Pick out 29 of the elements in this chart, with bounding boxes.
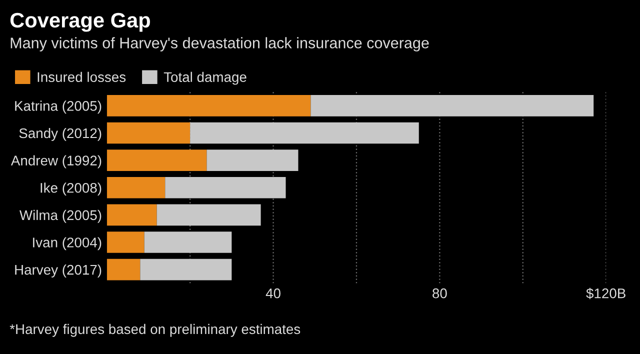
legend-label: Insured losses (38, 72, 126, 82)
bar (144, 232, 232, 253)
bar (106, 95, 311, 116)
bar (106, 122, 190, 144)
bar (206, 150, 298, 171)
y-tick-label: Andrew (1992) (10, 155, 102, 168)
y-tick-label: Ivan (2004) (33, 237, 102, 250)
y-tick-label: Wilma (2005) (20, 210, 102, 223)
bar (190, 122, 419, 144)
chart-title: Coverage Gap (10, 12, 150, 32)
bar (106, 232, 144, 253)
y-tick-label: Harvey (2017) (15, 264, 102, 278)
y-tick-label: Sandy (2012) (19, 128, 102, 141)
bar (106, 176, 166, 198)
bar (165, 176, 286, 198)
y-tick-label: Ike (2008) (40, 182, 102, 196)
bar (156, 204, 261, 226)
bar (106, 204, 157, 226)
bar (106, 150, 207, 171)
x-tick-label: $120B (586, 288, 626, 300)
x-tick-label: 80 (432, 288, 447, 298)
legend-label: Total damage (164, 72, 246, 85)
chart-subtitle: Many victims of Harvey's devastation lack insurance coverage (10, 37, 429, 52)
x-tick-label: 40 (266, 288, 280, 298)
bar (310, 95, 594, 116)
bar (106, 258, 140, 280)
y-tick-label: Katrina (2005) (15, 100, 102, 114)
bar (140, 258, 232, 280)
text: *Harvey figures based on preliminary estimates (10, 324, 300, 337)
